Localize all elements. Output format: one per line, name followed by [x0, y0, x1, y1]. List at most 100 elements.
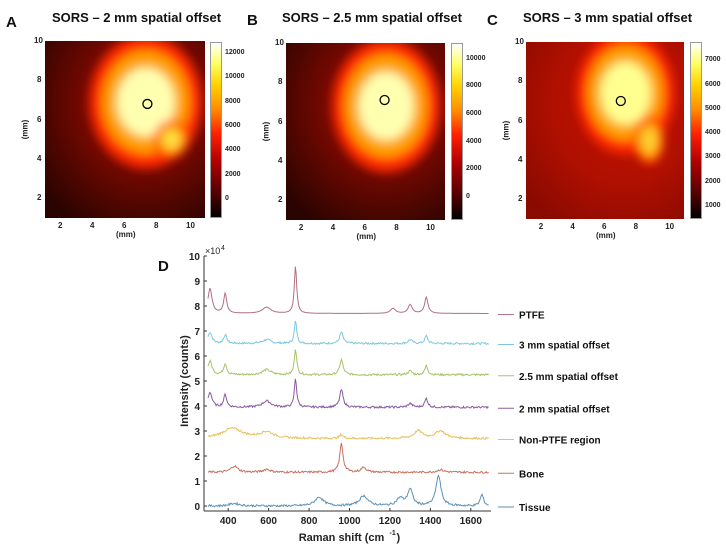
legend-label: PTFE: [519, 311, 545, 322]
heatmap-image: [286, 43, 445, 220]
colorbar: [690, 42, 702, 219]
legend-label: 3 mm spatial offset: [519, 341, 610, 352]
x-tick-label: 800: [301, 516, 318, 527]
y-tick-label: 5: [194, 377, 200, 388]
panel-letter-c: C: [487, 12, 498, 29]
panel-letter-d: D: [158, 258, 169, 275]
y-tick-label: 8: [518, 76, 523, 86]
y-axis-multiplier: ×10: [205, 246, 220, 256]
x-tick-label: 4: [90, 221, 95, 230]
panel-title: SORS – 2.5 mm spatial offset: [282, 10, 462, 25]
heatmap-image: [45, 41, 205, 218]
y-tick-label: 10: [515, 37, 524, 46]
colorbar-tick-label: 10000: [466, 54, 486, 62]
y-axis-multiplier-exponent: 4: [221, 245, 225, 252]
y-tick-label: 10: [275, 38, 284, 47]
panel-letter-b: B: [247, 12, 258, 29]
spectrum-line-ptfe: [207, 266, 489, 314]
colorbar: [210, 42, 222, 218]
spectrum-line-bone: [207, 442, 489, 475]
spectrum-line-2-5-mm-spatial-offset: [207, 349, 489, 377]
x-axis-label-superscript: -1: [390, 530, 396, 537]
x-axis-label-close: ): [397, 532, 401, 544]
x-tick-label: 10: [665, 222, 675, 231]
y-tick-label: 6: [37, 114, 42, 124]
measurement-point-marker: [615, 95, 626, 107]
colorbar-tick-label: 3000: [705, 153, 721, 161]
colorbar-tick-label: 5000: [705, 104, 721, 112]
heatmap-image: [526, 42, 684, 219]
colorbar-tick-label: 10000: [225, 73, 245, 81]
y-axis-label: Intensity (counts): [179, 335, 191, 427]
y-tick-label: 8: [194, 302, 200, 313]
x-tick-label: 6: [122, 221, 127, 230]
spectrum-line-non-ptfe-region: [207, 426, 489, 440]
colorbar-tick-label: 2000: [225, 170, 241, 178]
y-tick-label: 6: [278, 116, 283, 126]
colorbar-tick-label: 12000: [225, 49, 245, 57]
legend-label: 2 mm spatial offset: [519, 404, 610, 415]
colorbar-tick-label: 7000: [705, 56, 721, 64]
y-tick-label: 4: [278, 156, 283, 165]
x-tick-label: 8: [394, 223, 399, 232]
x-tick-label: 4: [570, 222, 575, 231]
legend-label: Bone: [519, 469, 544, 480]
x-tick-label: 400: [220, 516, 237, 527]
colorbar-tick-label: 4000: [466, 137, 482, 145]
y-tick-label: 9: [194, 277, 200, 288]
y-tick-label: 2: [194, 452, 200, 463]
colorbar-tick-label: 4000: [705, 129, 721, 137]
x-tick-label: 8: [633, 222, 639, 231]
colorbar-tick-label: 1000: [705, 201, 721, 209]
y-tick-label: 0: [194, 502, 200, 513]
x-tick-label: 1000: [338, 516, 361, 527]
measurement-point-marker: [142, 98, 153, 110]
colorbar: [451, 43, 463, 220]
y-tick-label: 6: [518, 115, 523, 125]
x-tick-label: 2: [538, 222, 544, 231]
y-tick-label: 8: [278, 77, 283, 87]
y-tick-label: 2: [518, 194, 523, 204]
spectrum-line-3-mm-spatial-offset: [207, 320, 490, 346]
y-tick-label: 4: [194, 402, 200, 413]
colorbar-tick-label: 6000: [705, 80, 721, 88]
colorbar-tick-label: 6000: [225, 121, 241, 129]
x-tick-label: 10: [426, 223, 435, 232]
y-tick-label: 6: [194, 352, 200, 363]
y-tick-label: 2: [37, 193, 42, 203]
x-tick-label: 1200: [379, 516, 402, 527]
x-axis-label: (mm): [596, 231, 616, 240]
panel-letter-a: A: [6, 14, 17, 31]
panel-title: SORS – 2 mm spatial offset: [52, 10, 222, 25]
colorbar-tick-label: 8000: [466, 82, 482, 90]
y-tick-label: 7: [194, 327, 200, 338]
colorbar-tick-label: 8000: [225, 97, 241, 105]
spectrum-line-tissue: [207, 474, 489, 508]
y-tick-label: 10: [34, 36, 43, 45]
y-tick-label: 4: [37, 154, 42, 163]
panel-title: SORS – 3 mm spatial offset: [523, 10, 693, 25]
colorbar-tick-label: 6000: [466, 109, 482, 117]
x-tick-label: 6: [602, 222, 607, 231]
spectrum-line-2-mm-spatial-offset: [207, 378, 489, 410]
x-tick-label: 6: [362, 223, 367, 232]
x-axis-label: Raman shift (cm: [299, 532, 385, 544]
colorbar-tick-label: 4000: [225, 146, 241, 154]
y-tick-label: 8: [37, 75, 42, 85]
x-axis-label: (mm): [116, 230, 136, 239]
legend-label: Tissue: [519, 503, 551, 514]
y-tick-label: 3: [194, 427, 200, 438]
x-tick-label: 600: [260, 516, 277, 527]
colorbar-tick-label: 0: [225, 194, 229, 202]
x-tick-label: 2: [298, 223, 304, 232]
x-tick-label: 2: [58, 221, 63, 230]
y-tick-label: 10: [189, 252, 201, 263]
y-tick-label: 2: [278, 195, 283, 205]
x-axis-label: (mm): [356, 232, 377, 241]
legend-label: Non-PTFE region: [519, 436, 601, 447]
x-tick-label: 8: [154, 221, 159, 230]
y-tick-label: 4: [518, 155, 523, 164]
x-tick-label: 1400: [419, 516, 442, 527]
x-tick-label: 4: [330, 223, 336, 232]
